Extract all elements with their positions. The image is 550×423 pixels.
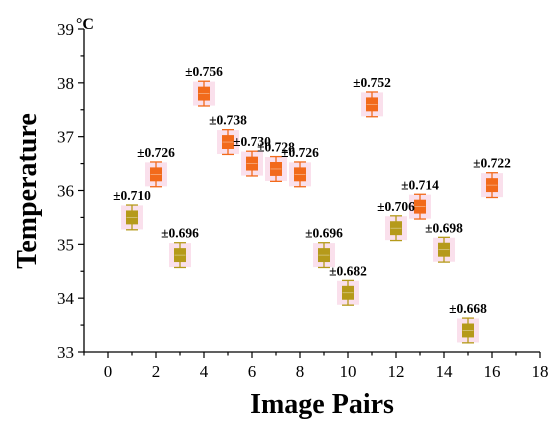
data-label: ±0.696 [305,226,343,241]
data-label: ±0.710 [113,188,151,203]
data-point-orange: ±0.714 [401,177,439,220]
data-point-orange: ±0.752 [353,75,391,118]
y-tick-label: 33 [57,343,74,362]
axes: 0 2 4 6 8 10 12 14 16 18 33 34 35 36 37 38 39 [57,20,549,381]
data-point-olive: ±0.710 [113,188,151,231]
data-point-olive: ±0.682 [329,263,367,306]
y-tick-label: 39 [57,20,74,39]
data-label: ±0.698 [425,220,463,235]
x-tick-label: 6 [248,362,257,381]
y-tick-label: 35 [57,235,74,254]
y-tick-label: 36 [57,182,74,201]
data-label: ±0.728 [257,140,295,155]
x-tick-label: 16 [484,362,501,381]
data-marks: ±0.726±0.756±0.738±0.730±0.728±0.726±0.7… [113,64,511,344]
x-axis-label: Image Pairs [250,389,394,420]
data-label: ±0.756 [185,64,223,79]
data-point-olive: ±0.696 [305,226,343,269]
data-point-olive: ±0.696 [161,226,199,269]
data-label: ±0.722 [473,156,511,171]
data-label: ±0.706 [377,199,415,214]
y-axis-label: Temperature [12,113,43,269]
data-point-olive: ±0.668 [449,301,487,344]
data-label: ±0.696 [161,226,199,241]
x-tick-label: 14 [436,362,454,381]
data-point-orange: ±0.756 [185,64,223,107]
data-label: ±0.682 [329,263,367,278]
x-tick-label: 8 [296,362,305,381]
x-tick-label: 18 [532,362,549,381]
data-point-orange: ±0.726 [137,145,175,188]
data-label: ±0.668 [449,301,487,316]
x-tick-label: 12 [388,362,405,381]
data-label: ±0.726 [137,145,175,160]
data-point-olive: ±0.706 [377,199,415,242]
data-point-olive: ±0.698 [425,220,463,263]
data-point-orange: ±0.728 [257,140,295,182]
data-label: ±0.730 [233,134,271,149]
x-tick-label: 0 [104,362,113,381]
x-tick-label: 4 [200,362,209,381]
data-point-orange: ±0.722 [473,156,511,199]
y-tick-label: 38 [57,74,74,93]
data-point-orange: ±0.738 [209,113,247,156]
x-tick-label: 10 [340,362,357,381]
y-tick-label: 34 [57,289,75,308]
data-label: ±0.752 [353,75,391,90]
x-tick-label: 2 [152,362,161,381]
data-label: ±0.738 [209,113,247,128]
data-label: ±0.714 [401,177,439,192]
data-point-orange: ±0.726 [281,145,319,188]
data-point-orange: ±0.730 [233,134,271,177]
data-label: ±0.726 [281,145,319,160]
y-tick-label: 37 [57,128,75,147]
unit-label: °C [76,16,94,33]
